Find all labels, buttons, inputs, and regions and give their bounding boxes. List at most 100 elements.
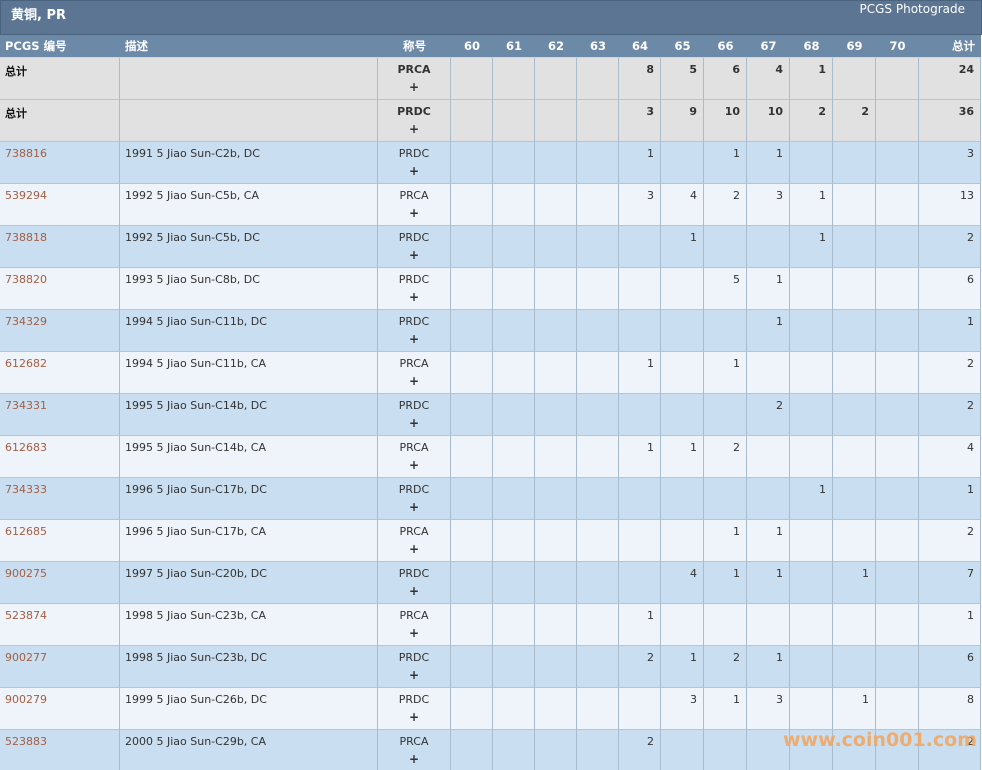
- id-cell: 523874: [0, 604, 120, 646]
- row-total: 36: [958, 105, 974, 118]
- grade-count-cell: [451, 394, 493, 436]
- grade-count-cell: [451, 268, 493, 310]
- designation: PRDC: [398, 483, 430, 496]
- pcgs-number-link[interactable]: 734329: [5, 315, 47, 328]
- grade-count-cell: [535, 100, 577, 142]
- description: 1998 5 Jiao Sun-C23b, DC: [125, 651, 267, 664]
- grade-count-cell: [493, 184, 535, 226]
- grade-count-cell: 10: [704, 100, 747, 142]
- grade-count: 2: [733, 441, 740, 454]
- grade-count: 1: [776, 651, 783, 664]
- designation: PRDC: [398, 693, 430, 706]
- grade-count: 2: [733, 651, 740, 664]
- grade-count-cell: [876, 184, 919, 226]
- grade-count-cell: 3: [747, 688, 790, 730]
- grade-count-cell: [535, 646, 577, 688]
- total-cell: 2: [919, 394, 981, 436]
- grade-count: 1: [690, 231, 697, 244]
- total-cell: 8: [919, 688, 981, 730]
- grade-count: 2: [818, 105, 826, 118]
- grade-count: 4: [690, 189, 697, 202]
- grade-count-cell: [535, 478, 577, 520]
- grade-count-cell: [790, 268, 833, 310]
- designation: PRDC: [398, 147, 430, 160]
- grade-count-cell: [577, 226, 619, 268]
- total-cell: 4: [919, 436, 981, 478]
- total-cell: 2: [919, 352, 981, 394]
- grade-count-cell: [876, 142, 919, 184]
- grade-count-cell: [876, 310, 919, 352]
- grade-count-cell: [577, 100, 619, 142]
- row-total: 1: [967, 315, 974, 328]
- total-cell: 36: [919, 100, 981, 142]
- designation-cell: PRCA +: [378, 436, 451, 478]
- grade-count-cell: 3: [747, 184, 790, 226]
- section-header: 黄铜, PR PCGS Photograde: [0, 0, 982, 35]
- designation-cell: PRCA +: [378, 352, 451, 394]
- pcgs-number-link[interactable]: 523874: [5, 609, 47, 622]
- photograde-link[interactable]: PCGS Photograde: [859, 2, 965, 16]
- designation-cell: PRDC +: [378, 562, 451, 604]
- grade-count-cell: 8: [619, 58, 661, 100]
- pcgs-number-link[interactable]: 734333: [5, 483, 47, 496]
- row-total: 24: [958, 63, 974, 76]
- pcgs-number-link[interactable]: 539294: [5, 189, 47, 202]
- pcgs-number-link[interactable]: 734331: [5, 399, 47, 412]
- pcgs-number-link[interactable]: 900277: [5, 651, 47, 664]
- grade-count-cell: [747, 730, 790, 770]
- grade-count-cell: [661, 520, 704, 562]
- pcgs-number-link[interactable]: 612682: [5, 357, 47, 370]
- plus-suffix: +: [408, 164, 420, 178]
- grade-count-cell: [833, 436, 876, 478]
- grade-count-cell: [451, 562, 493, 604]
- pcgs-number-link[interactable]: 900279: [5, 693, 47, 706]
- grade-count-cell: [876, 268, 919, 310]
- grade-count-cell: [876, 100, 919, 142]
- pcgs-number-link[interactable]: 900275: [5, 567, 47, 580]
- id-cell: 612683: [0, 436, 120, 478]
- id-cell: 523883: [0, 730, 120, 770]
- grade-count-cell: 1: [704, 520, 747, 562]
- total-cell: 1: [919, 310, 981, 352]
- designation: PRCA: [399, 735, 429, 748]
- id-cell: 738818: [0, 226, 120, 268]
- plus-suffix: +: [408, 500, 420, 514]
- grade-count-cell: [704, 226, 747, 268]
- designation-cell: PRCA +: [378, 520, 451, 562]
- grade-count: 1: [733, 357, 740, 370]
- grade-count-cell: [876, 226, 919, 268]
- grade-count-cell: [704, 730, 747, 770]
- grade-count-cell: [833, 310, 876, 352]
- grade-count-cell: 1: [833, 688, 876, 730]
- grade-count: 1: [862, 693, 869, 706]
- pcgs-number-link[interactable]: 738820: [5, 273, 47, 286]
- description: 1993 5 Jiao Sun-C8b, DC: [125, 273, 260, 286]
- pcgs-number-link[interactable]: 738818: [5, 231, 47, 244]
- pcgs-number-link[interactable]: 523883: [5, 735, 47, 748]
- plus-suffix: +: [408, 458, 420, 472]
- grade-count-cell: [704, 604, 747, 646]
- grade-count-cell: [577, 730, 619, 770]
- grade-count-cell: [535, 520, 577, 562]
- pcgs-number-link[interactable]: 612683: [5, 441, 47, 454]
- grade-count-cell: [833, 226, 876, 268]
- designation-cell: PRDC +: [378, 268, 451, 310]
- row-total: 2: [967, 399, 974, 412]
- description-cell: 1996 5 Jiao Sun-C17b, DC: [120, 478, 378, 520]
- plus-suffix: +: [408, 248, 420, 262]
- grade-count-cell: [833, 730, 876, 770]
- grade-count-cell: [493, 730, 535, 770]
- row-total: 2: [967, 357, 974, 370]
- grade-count-cell: 1: [619, 436, 661, 478]
- description-cell: 1992 5 Jiao Sun-C5b, DC: [120, 226, 378, 268]
- grade-count-cell: [876, 352, 919, 394]
- grade-count: 4: [690, 567, 697, 580]
- description: 1997 5 Jiao Sun-C20b, DC: [125, 567, 267, 580]
- pcgs-number-link[interactable]: 738816: [5, 147, 47, 160]
- grade-count-cell: [577, 520, 619, 562]
- pcgs-number-link[interactable]: 612685: [5, 525, 47, 538]
- grade-count: 10: [767, 105, 783, 118]
- designation: PRDC: [398, 567, 430, 580]
- grade-count-cell: [704, 394, 747, 436]
- grade-count-cell: [451, 730, 493, 770]
